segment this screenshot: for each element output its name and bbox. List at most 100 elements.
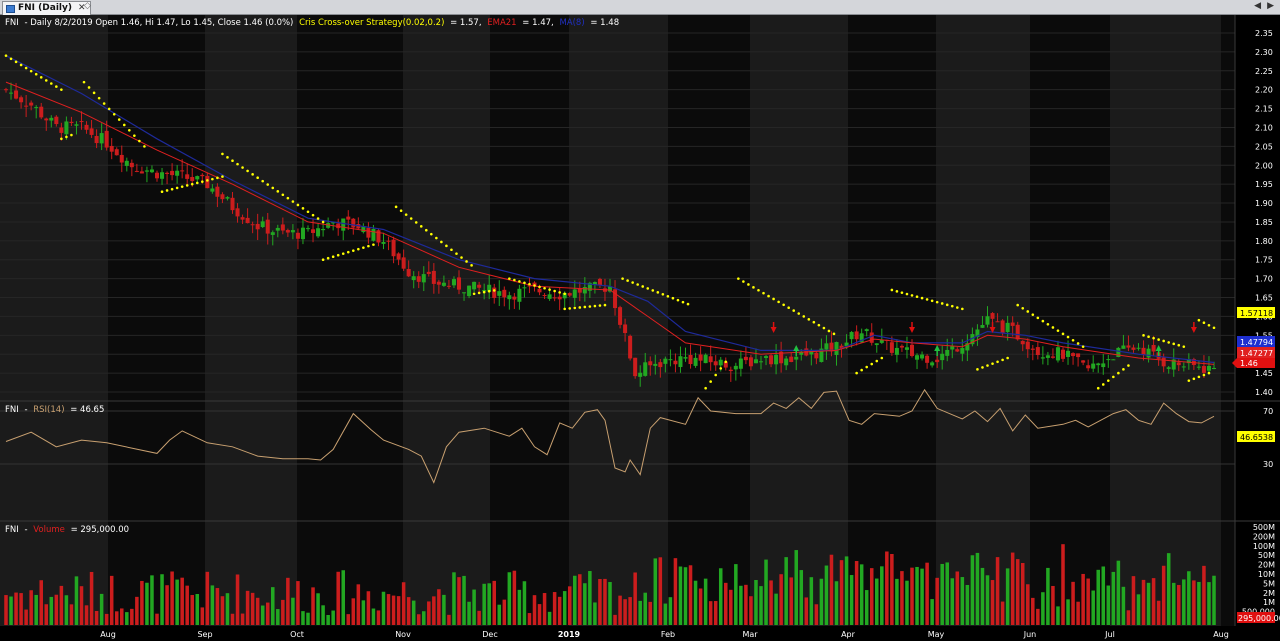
volume-bar	[975, 552, 980, 625]
candle-body	[960, 348, 965, 354]
buy-arrow	[1155, 345, 1162, 351]
add-tab-icon[interactable]: ◇	[84, 1, 91, 11]
candle-body	[381, 241, 386, 244]
volume-bar	[799, 570, 804, 625]
candle-body	[180, 170, 185, 172]
chart-area[interactable]: 2.35 2.30 2.25 2.20 2.15 2.10 2.05 2.00 1.95 1.90…	[0, 15, 1280, 641]
candle-body	[89, 128, 94, 135]
month-band	[1221, 401, 1235, 521]
price-tick-label: 1.85	[1255, 218, 1273, 227]
sar-dot	[1051, 326, 1055, 329]
candle-body	[119, 154, 124, 163]
price-tick-label: 2.15	[1255, 105, 1273, 114]
svg-text:1.57118: 1.57118	[1240, 309, 1273, 318]
volume-bar	[764, 559, 768, 625]
sar-dot	[301, 207, 305, 210]
sar-dot	[251, 173, 254, 176]
candle-body	[396, 253, 401, 260]
sar-dot	[492, 289, 496, 292]
candle-body	[1181, 366, 1186, 368]
volume-bar	[880, 566, 884, 625]
sar-dot	[626, 279, 629, 282]
candle-body	[421, 274, 426, 283]
volume-bar	[19, 593, 23, 625]
volume-bar	[1026, 584, 1030, 625]
volume-bar	[190, 595, 194, 625]
sar-dot	[681, 300, 685, 304]
volume-bar	[235, 574, 240, 625]
candle-body	[557, 296, 562, 300]
sar-dot	[92, 91, 96, 95]
sar-dot	[1117, 371, 1120, 375]
sar-dot	[671, 296, 675, 300]
candle-body	[477, 284, 482, 288]
sar-dot	[281, 193, 285, 197]
candle-body	[210, 188, 215, 192]
sar-dot	[724, 360, 728, 364]
candle-body	[114, 149, 119, 156]
svg-text:1.47277: 1.47277	[1240, 349, 1273, 358]
candle-body	[904, 347, 909, 350]
month-band	[1221, 521, 1235, 626]
candle-body	[285, 230, 290, 233]
sar-dot	[1066, 335, 1070, 339]
volume-bar	[648, 601, 653, 625]
sar-dot	[1016, 303, 1019, 307]
volume-bar	[1207, 582, 1211, 625]
volume-bar	[195, 593, 200, 625]
rsi-value-tag: 46.6538	[1237, 431, 1275, 442]
ma8-line	[5, 55, 1215, 364]
candle-body	[582, 287, 587, 294]
sar-dot	[24, 66, 28, 70]
volume-bar	[895, 578, 899, 625]
sar-dot	[1021, 306, 1025, 310]
volume-bar	[935, 577, 939, 625]
volume-bar	[432, 596, 436, 625]
volume-bar	[240, 613, 245, 625]
candle-body	[64, 121, 69, 135]
candle-body	[970, 334, 975, 345]
candle-body	[1141, 347, 1146, 355]
volume-bar	[739, 585, 743, 625]
scroll-left-icon[interactable]: ◀	[1254, 1, 1262, 11]
volume-bar	[1076, 601, 1080, 625]
candle-body	[799, 351, 804, 355]
sar-dot	[435, 236, 438, 240]
sar-dot	[548, 288, 551, 291]
volume-bar	[271, 587, 275, 625]
price-tick-label: 1.90	[1255, 199, 1273, 208]
candle-body	[462, 292, 467, 294]
candle-body	[129, 162, 134, 168]
sar-dot	[860, 368, 863, 372]
sar-dot	[558, 291, 561, 294]
volume-bar	[39, 580, 43, 625]
tab-fni-daily[interactable]: FNI (Daily) ✕	[2, 1, 91, 15]
candle-body	[733, 365, 738, 370]
candle-body	[648, 361, 653, 366]
candle-body	[124, 160, 129, 166]
scroll-right-icon[interactable]: ▶	[1267, 1, 1274, 11]
sar-dot	[286, 196, 290, 200]
volume-bar	[1066, 599, 1070, 625]
volume-bar	[527, 613, 532, 625]
candle-body	[542, 294, 547, 296]
volume-bar	[819, 578, 824, 625]
candle-body	[456, 277, 462, 290]
candle-body	[411, 276, 416, 281]
candle-body	[849, 332, 854, 340]
sar-dot	[1157, 338, 1160, 341]
month-band	[490, 521, 569, 626]
volume-bar	[1081, 573, 1085, 625]
close-icon[interactable]: ✕	[77, 3, 86, 13]
volume-bar	[749, 596, 753, 625]
sar-dot	[336, 253, 340, 257]
volume-bar	[477, 610, 481, 625]
candle-body	[552, 297, 557, 299]
sar-dot	[455, 252, 458, 255]
price-tick-label: 2.35	[1255, 29, 1273, 38]
volume-bar	[890, 553, 894, 625]
candle-body	[713, 361, 718, 366]
volume-bar	[1177, 584, 1181, 625]
volume-bar	[1071, 581, 1075, 625]
time-tick-label: 2019	[558, 630, 581, 639]
